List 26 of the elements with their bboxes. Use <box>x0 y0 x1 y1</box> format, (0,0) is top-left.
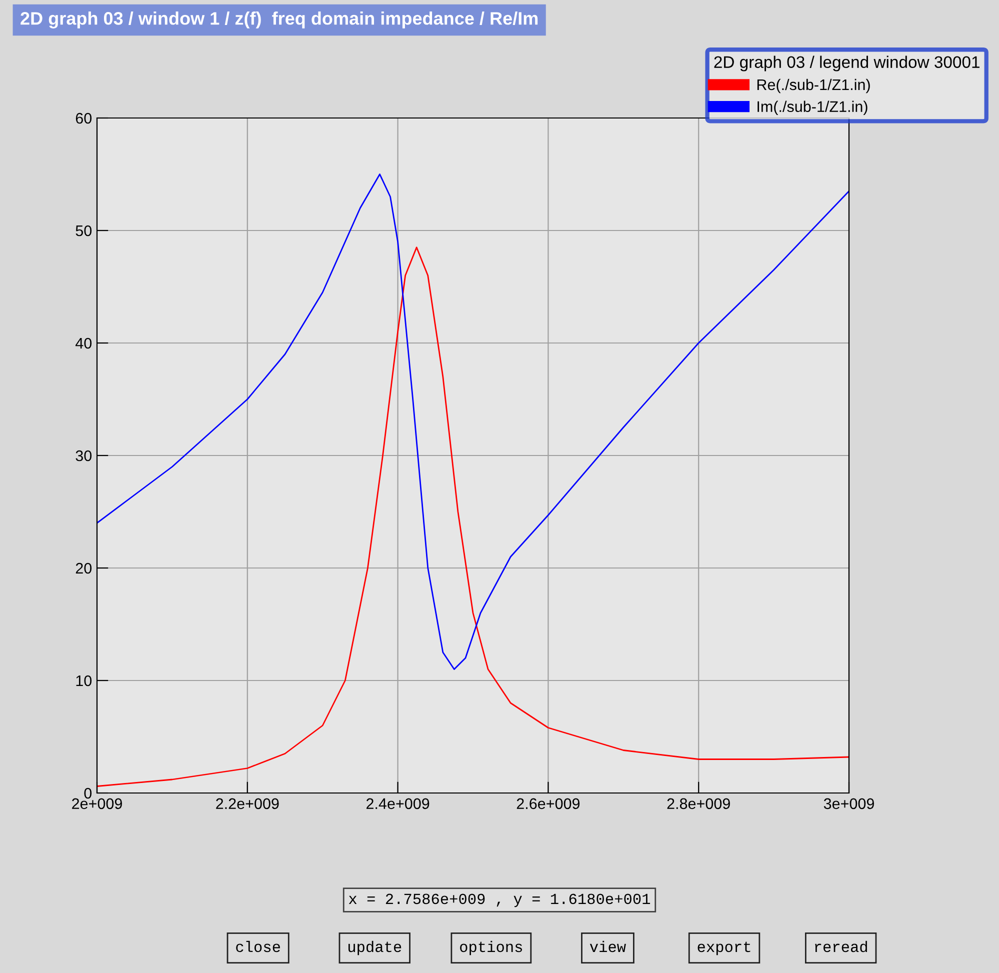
y-tick-label: 0 <box>84 788 92 799</box>
x-tick-label: 3e+009 <box>824 798 874 810</box>
text: close <box>236 940 280 952</box>
y-tick-label: 50 <box>76 225 92 236</box>
chart-title: 2D graph 03 / window 1 / z(f) freq domain impedance / Re/Im <box>20 12 538 28</box>
text: x = 2.7586e+009 , y = 1.6180e+001 <box>348 894 650 908</box>
text: update <box>348 940 402 956</box>
line-series <box>97 174 849 670</box>
text: export <box>698 942 750 956</box>
line-series <box>97 246 849 787</box>
legend-label: Im(./sub-1/Z1.in) <box>758 100 868 116</box>
x-tick-label: 2.8e+009 <box>667 798 730 810</box>
x-tick-label: 2.2e+009 <box>216 798 279 810</box>
y-tick-label: 10 <box>76 675 92 686</box>
y-tick-label: 40 <box>76 338 92 349</box>
x-tick-label: 2.4e+009 <box>366 798 430 810</box>
legend-label: Re(./sub-1/Z1.in) <box>757 78 870 94</box>
text: options <box>460 940 522 956</box>
text: reread <box>815 940 867 952</box>
text: view <box>590 940 626 952</box>
y-tick-label: 60 <box>76 112 92 124</box>
y-tick-label: 30 <box>76 450 92 462</box>
legend-title: 2D graph 03 / legend window 30001 <box>714 56 980 72</box>
y-tick-label: 20 <box>76 562 92 574</box>
x-tick-label: 2e+009 <box>72 798 122 810</box>
x-tick-label: 2.6e+009 <box>516 798 580 810</box>
